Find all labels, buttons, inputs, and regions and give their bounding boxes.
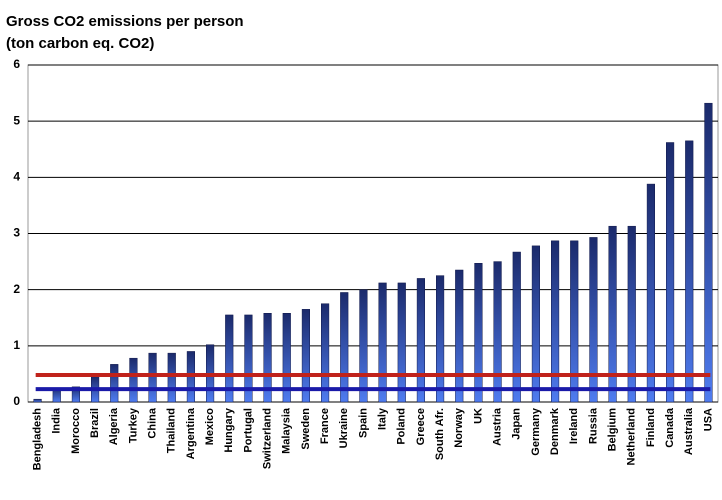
- bar: [589, 237, 598, 403]
- x-tick-label: Norway: [453, 407, 465, 448]
- x-tick-label: France: [319, 408, 331, 444]
- bar: [512, 251, 521, 403]
- bar: [378, 282, 387, 403]
- y-tick-label: 4: [13, 170, 20, 184]
- chart-title: Gross CO2 emissions per person: [6, 13, 244, 30]
- bar: [263, 313, 272, 403]
- bar: [646, 183, 655, 403]
- x-tick-label: Ukraine: [338, 408, 350, 448]
- bar: [704, 102, 713, 403]
- x-tick-label: Italy: [376, 407, 388, 430]
- bar: [301, 309, 311, 403]
- bar: [359, 289, 368, 403]
- bar: [340, 292, 349, 403]
- bar: [627, 225, 636, 403]
- y-tick-label: 2: [13, 282, 20, 296]
- bar: [244, 314, 253, 403]
- x-tick-label: Finland: [645, 408, 657, 447]
- x-tick-label: Malaysia: [281, 407, 293, 454]
- x-tick-label: Russia: [587, 407, 599, 444]
- x-tick-label: Austria: [491, 407, 503, 446]
- bar: [551, 240, 560, 403]
- y-tick-label: 3: [13, 226, 20, 240]
- x-tick-label: South Afr.: [434, 408, 446, 460]
- x-tick-label: Morocco: [70, 408, 82, 454]
- bar: [436, 275, 445, 403]
- x-tick-label: USA: [702, 408, 714, 431]
- x-tick-label: Algeria: [108, 407, 120, 445]
- x-tick-label: Hungary: [223, 407, 235, 453]
- chart-subtitle: (ton carbon eq. CO2): [6, 35, 154, 52]
- x-tick-label: Argentina: [185, 407, 197, 459]
- x-tick-label: Greece: [415, 408, 427, 445]
- y-tick-label: 6: [13, 57, 20, 71]
- bar: [685, 140, 694, 403]
- bar: [608, 225, 617, 403]
- x-tick-label: Japan: [511, 408, 523, 440]
- x-tick-label: Germany: [530, 407, 542, 456]
- bar: [455, 269, 464, 403]
- bar: [225, 314, 234, 403]
- x-tick-label: Spain: [357, 408, 369, 438]
- bar: [129, 357, 138, 403]
- bar: [531, 245, 540, 403]
- bar: [167, 352, 176, 403]
- bar: [474, 263, 483, 403]
- x-tick-label: India: [51, 407, 63, 434]
- y-tick-label: 5: [13, 113, 20, 127]
- x-tick-label: Ireland: [568, 408, 580, 444]
- bar: [397, 282, 406, 403]
- x-tick-label: Bengladesh: [31, 408, 43, 471]
- y-tick-label: 0: [13, 394, 20, 408]
- bar: [33, 398, 42, 403]
- bar: [110, 364, 119, 403]
- x-tick-label: China: [146, 407, 158, 438]
- x-tick-label: Portugal: [242, 408, 254, 453]
- x-tick-label: Turkey: [127, 407, 139, 443]
- x-tick-label: Australia: [683, 407, 695, 455]
- bar: [71, 386, 81, 403]
- bar: [282, 313, 291, 403]
- x-tick-label: Canada: [664, 407, 676, 448]
- x-tick-label: UK: [472, 408, 484, 424]
- x-tick-label: Brazil: [89, 408, 101, 438]
- x-tick-label: Netherland: [626, 408, 638, 465]
- bar: [493, 261, 502, 403]
- x-tick-label: Switzerland: [261, 408, 273, 469]
- x-tick-label: Poland: [396, 408, 408, 445]
- x-tick-label: Belgium: [606, 408, 618, 452]
- x-tick-label: Thailand: [166, 408, 178, 453]
- x-tick-label: Denmark: [549, 407, 561, 455]
- bar: [570, 240, 579, 403]
- x-tick-label: Sweden: [300, 408, 312, 450]
- bar: [416, 278, 426, 403]
- bar: [321, 303, 330, 403]
- bar: [666, 142, 675, 403]
- x-tick-label: Mexico: [204, 408, 216, 446]
- y-tick-label: 1: [13, 338, 20, 352]
- bar: [148, 352, 157, 403]
